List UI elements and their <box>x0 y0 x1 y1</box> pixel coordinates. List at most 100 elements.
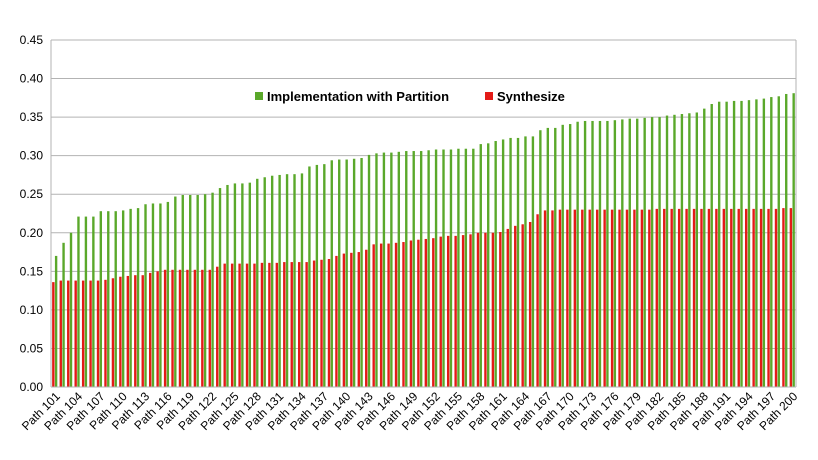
bar-synthesize <box>327 258 331 387</box>
bar-synthesize <box>253 263 256 387</box>
bar-synthesize <box>357 252 360 387</box>
bar-synthesize <box>178 269 182 387</box>
bar-implementation <box>509 137 512 387</box>
bar-implementation <box>740 100 743 387</box>
y-tick-label: 0.25 <box>20 187 44 201</box>
bar-implementation <box>121 210 125 387</box>
bar-synthesize <box>603 209 606 387</box>
bar-synthesize <box>752 208 755 387</box>
bar-synthesize <box>81 280 85 387</box>
bar-implementation <box>99 211 103 387</box>
bar-synthesize <box>789 208 793 387</box>
bar-synthesize <box>335 255 338 387</box>
bar-synthesize <box>782 208 785 387</box>
bar-synthesize <box>618 209 621 387</box>
y-axis-tick-labels: 0.00 0.05 0.10 0.15 0.20 0.25 0.30 0.35 0.40 0.45 <box>20 33 44 394</box>
bar-implementation <box>717 101 721 387</box>
bar-implementation <box>233 183 237 387</box>
bar-synthesize <box>551 210 554 387</box>
bar-implementation <box>338 159 341 387</box>
bar-implementation <box>628 118 631 388</box>
bar-synthesize <box>223 263 226 387</box>
bar-implementation <box>658 117 661 387</box>
bar-synthesize <box>283 262 286 387</box>
bar-synthesize <box>528 221 532 387</box>
bar-implementation <box>539 130 542 387</box>
bar-synthesize <box>379 243 383 387</box>
bar-synthesize <box>536 214 539 387</box>
bar-synthesize <box>543 210 547 387</box>
bar-implementation <box>554 127 557 387</box>
bar-synthesize <box>573 209 577 387</box>
bar-implementation <box>270 175 274 387</box>
bar-implementation <box>531 136 535 387</box>
bar-synthesize <box>208 269 211 387</box>
bar-synthesize <box>141 275 144 387</box>
bar-synthesize <box>454 235 457 387</box>
bar-implementation <box>777 96 780 388</box>
bar-implementation <box>762 98 766 388</box>
bar-synthesize <box>245 263 249 387</box>
bar-synthesize <box>499 232 502 387</box>
bar-implementation <box>680 114 684 387</box>
bar-implementation <box>293 174 296 387</box>
bar-synthesize <box>715 208 718 387</box>
bar-implementation <box>144 204 147 387</box>
bar-synthesize <box>171 269 174 387</box>
bar-implementation <box>352 158 356 387</box>
y-tick-label: 0.10 <box>20 303 44 317</box>
y-tick-label: 0.00 <box>20 380 44 394</box>
bar-synthesize <box>707 208 711 387</box>
bar-synthesize <box>74 280 77 387</box>
bar-implementation <box>405 151 408 387</box>
y-tick-label: 0.30 <box>20 149 44 163</box>
bar-implementation <box>241 183 244 387</box>
bar-implementation <box>129 208 132 387</box>
bar-series <box>52 93 795 388</box>
bar-synthesize <box>275 262 279 387</box>
bar-implementation <box>695 112 699 388</box>
bar-synthesize <box>67 280 70 387</box>
bar-implementation <box>792 93 795 387</box>
bar-implementation <box>136 208 140 387</box>
bar-implementation <box>77 216 80 387</box>
bar-synthesize <box>96 280 100 387</box>
bar-synthesize <box>320 259 323 387</box>
bar-implementation <box>494 141 497 387</box>
bar-synthesize <box>439 236 442 387</box>
bar-synthesize <box>506 228 509 387</box>
bar-implementation <box>196 194 199 387</box>
bar-implementation <box>583 120 587 387</box>
bar-synthesize <box>305 262 308 387</box>
bar-implementation <box>472 148 475 387</box>
bar-implementation <box>107 211 110 387</box>
bar-implementation <box>524 136 527 387</box>
y-tick-label: 0.45 <box>20 33 44 47</box>
bar-implementation <box>189 194 192 387</box>
bar-synthesize <box>342 253 346 387</box>
bar-implementation <box>174 196 177 387</box>
bar-implementation <box>568 124 572 387</box>
bar-synthesize <box>759 208 763 387</box>
bar-implementation <box>390 152 393 387</box>
bar-implementation <box>755 99 758 388</box>
bar-implementation <box>650 117 654 387</box>
bar-implementation <box>732 100 736 387</box>
bar-implementation <box>69 232 73 387</box>
bar-synthesize <box>648 209 651 387</box>
bar-synthesize <box>521 224 524 387</box>
bar-implementation <box>442 149 445 387</box>
bar-synthesize <box>216 266 219 387</box>
bar-synthesize <box>744 208 748 387</box>
bar-synthesize <box>767 208 770 387</box>
bar-implementation <box>561 124 564 388</box>
bar-synthesize <box>640 209 644 387</box>
bar-synthesize <box>663 208 666 387</box>
bar-synthesize <box>677 208 681 387</box>
y-tick-label: 0.35 <box>20 110 44 124</box>
bar-implementation <box>591 120 594 387</box>
bar-synthesize <box>424 238 428 387</box>
bar-synthesize <box>774 208 778 387</box>
bar-synthesize <box>111 278 115 387</box>
bar-synthesize <box>312 260 316 387</box>
